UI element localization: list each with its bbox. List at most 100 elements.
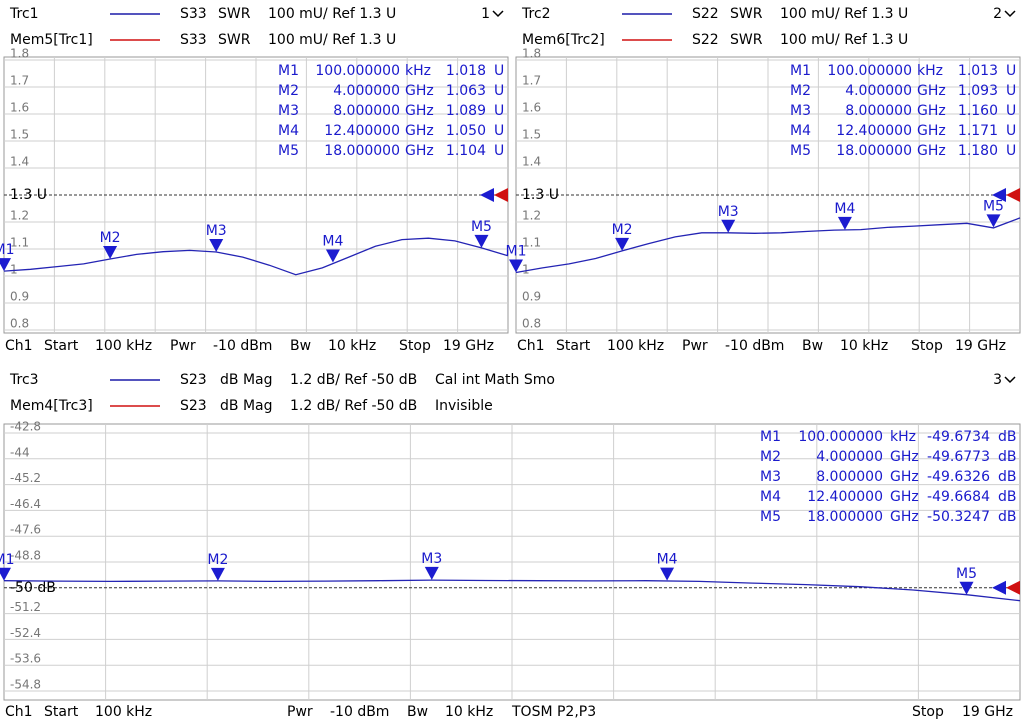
channel-info: Pwr bbox=[287, 704, 313, 720]
y-tick-label: 1.8 bbox=[522, 47, 541, 61]
y-tick-label: 0.9 bbox=[522, 290, 541, 304]
ref-arrow-mem bbox=[494, 188, 508, 202]
marker-readout: dB bbox=[998, 509, 1017, 525]
marker-readout: M5 bbox=[278, 143, 299, 159]
marker-readout: 8.000000 bbox=[333, 103, 400, 119]
y-tick-label: 1.5 bbox=[522, 128, 541, 142]
channel-info: Bw bbox=[407, 704, 428, 720]
channel-info: Bw bbox=[802, 338, 823, 354]
y-tick-label: 1.4 bbox=[522, 155, 541, 169]
ref-arrow-mem bbox=[1006, 580, 1020, 595]
y-tick-label: 1.1 bbox=[522, 236, 541, 250]
trace-info: 100 mU/ Ref 1.3 U bbox=[268, 6, 396, 22]
marker-readout: -49.6326 bbox=[927, 469, 990, 485]
marker-label: M1 bbox=[0, 552, 15, 568]
y-tick-label: 1.4 bbox=[10, 155, 29, 169]
chart-panel: Trc3 S23 dB Mag 1.2 dB/ Ref -50 dB Cal int M… bbox=[0, 372, 1021, 720]
marker-readout: 1.089 bbox=[446, 103, 486, 119]
channel-number: 3 bbox=[993, 372, 1002, 388]
marker-label: M3 bbox=[206, 223, 227, 239]
marker-readout: kHz bbox=[890, 429, 916, 445]
marker-readout: dB bbox=[998, 469, 1017, 485]
y-tick-label: 1.3 U bbox=[522, 187, 559, 203]
marker-readout: dB bbox=[998, 429, 1017, 445]
marker-readout: 1.063 bbox=[446, 83, 486, 99]
marker-label: M4 bbox=[657, 552, 678, 568]
trace-info: dB Mag bbox=[220, 372, 273, 388]
marker-label: M3 bbox=[718, 204, 739, 220]
marker-readout: -49.6734 bbox=[927, 429, 990, 445]
marker-readout: M1 bbox=[790, 63, 811, 79]
marker bbox=[509, 259, 523, 273]
marker bbox=[209, 238, 224, 252]
y-tick-label: 1.2 bbox=[522, 209, 541, 223]
marker-readout: 1.013 bbox=[958, 63, 998, 79]
y-tick-label: -44 bbox=[10, 445, 30, 459]
marker-readout: M5 bbox=[760, 509, 781, 525]
marker-readout: M1 bbox=[760, 429, 781, 445]
marker-readout: -49.6684 bbox=[927, 489, 990, 505]
trace-info: SWR bbox=[730, 32, 763, 48]
marker-readout: 1.104 bbox=[446, 143, 486, 159]
y-tick-label: 1.8 bbox=[10, 47, 29, 61]
channel-info: Stop bbox=[911, 338, 943, 354]
marker bbox=[615, 237, 630, 251]
marker-readout: GHz bbox=[917, 83, 946, 99]
channel-info: 100 kHz bbox=[95, 338, 152, 354]
marker-label: M2 bbox=[100, 230, 121, 246]
marker-readout: GHz bbox=[917, 123, 946, 139]
y-tick-label: 1.1 bbox=[10, 236, 29, 250]
channel-info: 100 kHz bbox=[607, 338, 664, 354]
marker-readout: 100.000000 bbox=[827, 63, 912, 79]
channel-info: Ch1 bbox=[517, 338, 545, 354]
trace-info: 1.2 dB/ Ref -50 dB bbox=[290, 372, 417, 388]
trace bbox=[515, 217, 1021, 274]
marker bbox=[721, 219, 736, 233]
marker bbox=[660, 567, 675, 581]
y-tick-label: 0.9 bbox=[10, 290, 29, 304]
marker-readout: M3 bbox=[790, 103, 811, 119]
marker-readout: M3 bbox=[278, 103, 299, 119]
marker bbox=[986, 214, 1001, 228]
marker-readout: M2 bbox=[790, 83, 811, 99]
channel-info: -10 dBm bbox=[725, 338, 784, 354]
y-tick-label: 1.6 bbox=[10, 101, 29, 115]
channel-info: 19 GHz bbox=[962, 704, 1013, 720]
trace-info: SWR bbox=[218, 6, 251, 22]
marker bbox=[837, 216, 852, 230]
marker-readout: GHz bbox=[405, 83, 434, 99]
marker-label: M5 bbox=[983, 198, 1004, 214]
chevron bbox=[492, 10, 504, 18]
marker-readout: 1.160 bbox=[958, 103, 998, 119]
channel-info: 10 kHz bbox=[840, 338, 888, 354]
y-tick-label: -51.2 bbox=[10, 600, 41, 614]
marker-readout: 8.000000 bbox=[845, 103, 912, 119]
marker-readout: U bbox=[1006, 103, 1016, 119]
y-tick-label: -48.8 bbox=[10, 549, 41, 563]
marker-readout: M4 bbox=[278, 123, 299, 139]
marker-readout: 4.000000 bbox=[816, 449, 883, 465]
marker-readout: U bbox=[1006, 83, 1016, 99]
marker-readout: 4.000000 bbox=[333, 83, 400, 99]
marker-readout: 12.400000 bbox=[807, 489, 883, 505]
marker-label: M1 bbox=[506, 243, 527, 259]
marker-label: M3 bbox=[421, 551, 442, 567]
marker-readout: 1.093 bbox=[958, 83, 998, 99]
marker-readout: 12.400000 bbox=[836, 123, 912, 139]
marker-readout: 8.000000 bbox=[816, 469, 883, 485]
marker bbox=[103, 245, 118, 259]
marker-readout: kHz bbox=[405, 63, 431, 79]
marker-readout: M1 bbox=[278, 63, 299, 79]
chevron bbox=[1004, 376, 1016, 384]
marker-readout: GHz bbox=[405, 123, 434, 139]
channel-info: Pwr bbox=[170, 338, 196, 354]
y-tick-label: -52.4 bbox=[10, 626, 41, 640]
marker-label: M1 bbox=[0, 242, 15, 258]
trace-info: 100 mU/ Ref 1.3 U bbox=[780, 32, 908, 48]
channel-number: 1 bbox=[481, 6, 490, 22]
marker bbox=[325, 249, 340, 263]
marker bbox=[959, 581, 974, 595]
marker-readout: M2 bbox=[278, 83, 299, 99]
y-tick-label: -53.6 bbox=[10, 652, 41, 666]
marker-readout: 4.000000 bbox=[845, 83, 912, 99]
